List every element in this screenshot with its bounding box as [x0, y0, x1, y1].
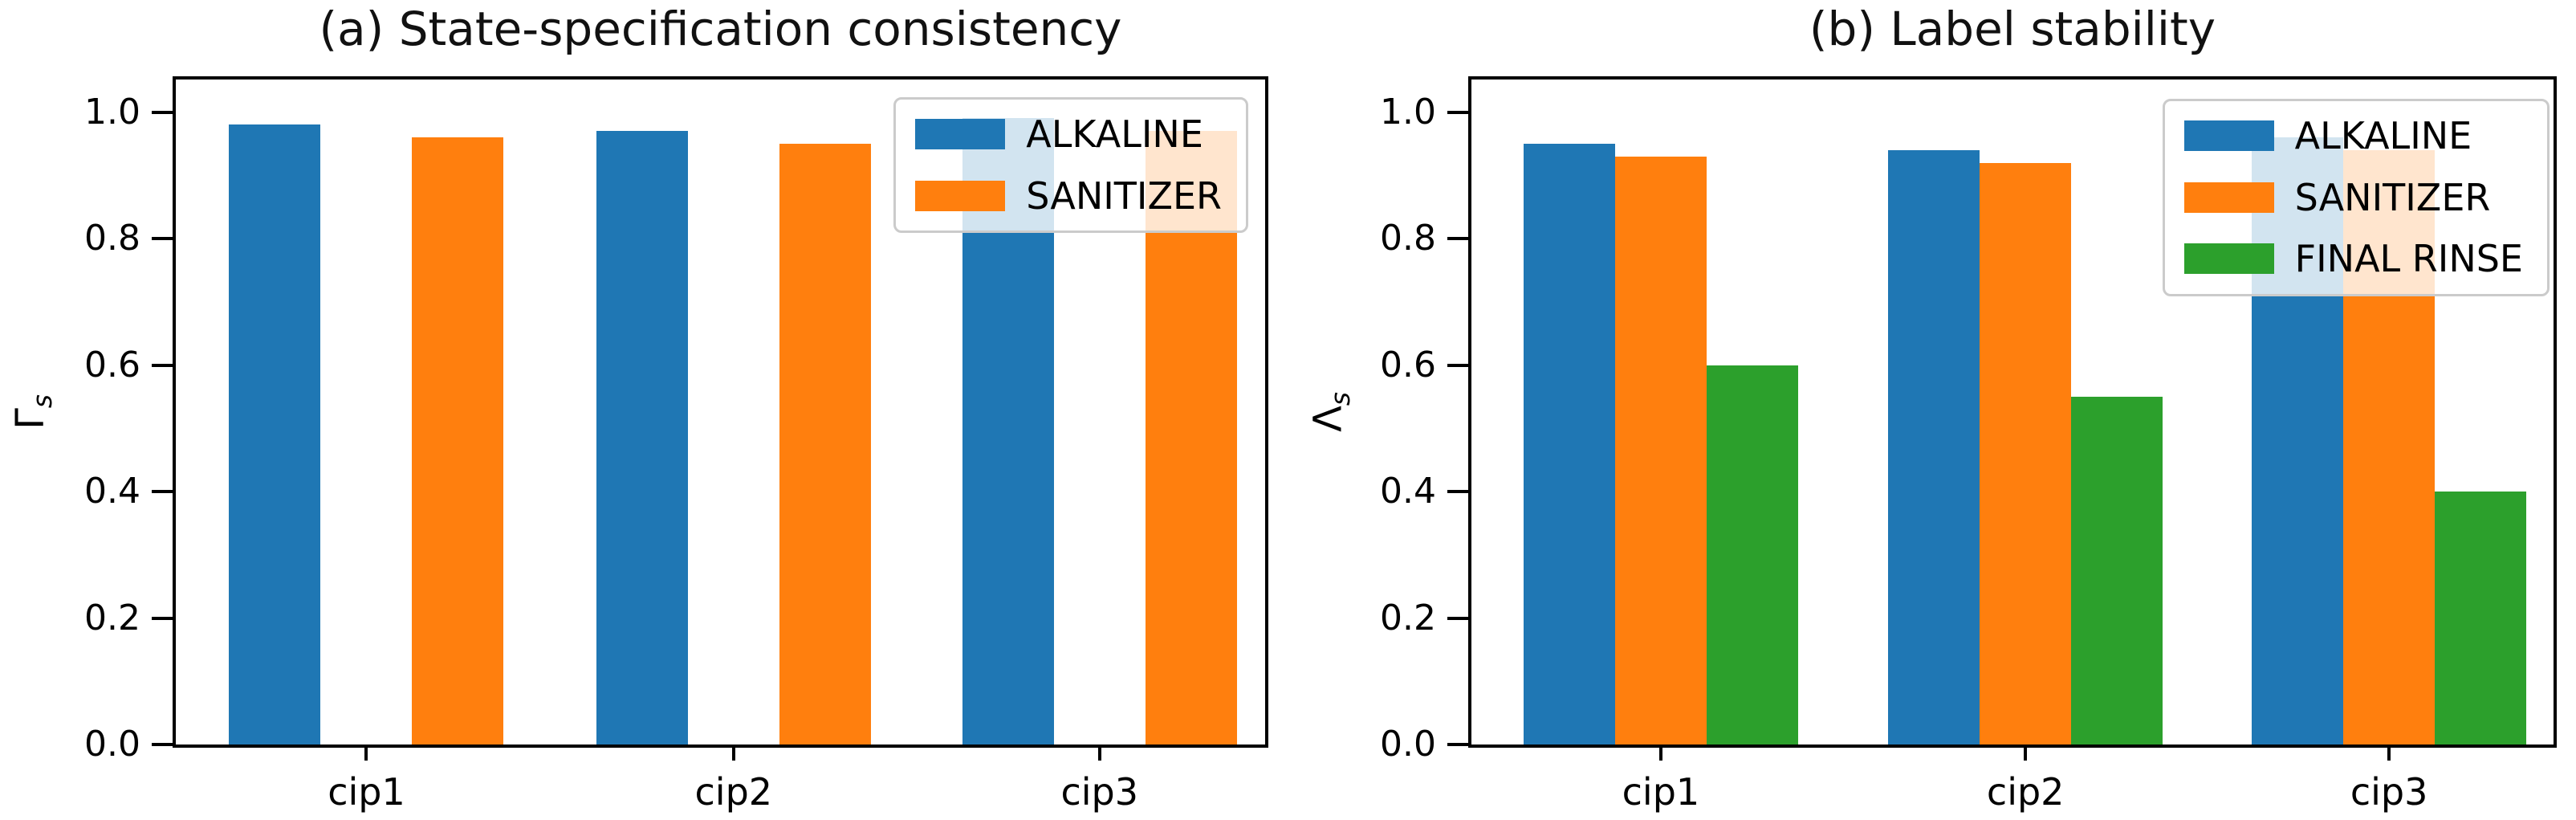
legend-swatch-alkaline	[915, 119, 1006, 150]
y-axis-label-symbol: Γ	[7, 408, 53, 430]
y-tick	[1447, 490, 1468, 494]
legend: ALKALINE SANITIZER FINAL RINSE	[2162, 99, 2550, 296]
y-tick-label: 0.2	[1380, 597, 1436, 638]
bar-alkaline-cip1	[1523, 143, 1615, 745]
x-tick-label: cip1	[328, 770, 405, 814]
chart-b-label-stability: (b) Label stability Λs 0.0 0.2 0.4 0.6 0.8 1.…	[1306, 2, 2557, 810]
x-tick-label: cip1	[1622, 770, 1700, 814]
x-tick	[364, 745, 368, 761]
x-tick	[2387, 745, 2391, 761]
legend-entry: SANITIZER	[915, 173, 1222, 218]
bar-sanitizer-cip2	[779, 143, 871, 745]
y-tick-label: 0.8	[84, 218, 140, 259]
y-axis-label-subscript: s	[27, 394, 59, 409]
legend: ALKALINE SANITIZER	[893, 97, 1248, 234]
legend-entry: FINAL RINSE	[2183, 237, 2523, 281]
y-tick-label: 0.0	[1380, 724, 1436, 765]
x-tick	[731, 745, 735, 761]
legend-swatch-final-rinse	[2183, 243, 2274, 275]
y-tick	[152, 110, 173, 114]
y-tick-label: 1.0	[1380, 91, 1436, 133]
legend-label: FINAL RINSE	[2294, 237, 2523, 281]
bar-final-rinse-cip1	[1706, 365, 1798, 745]
bar-sanitizer-cip1	[412, 137, 504, 745]
legend-entry: ALKALINE	[2183, 114, 2523, 157]
y-tick	[152, 237, 173, 241]
legend-label: SANITIZER	[2294, 175, 2491, 219]
bar-sanitizer-cip2	[1980, 162, 2072, 745]
bar-alkaline-cip1	[229, 124, 321, 745]
y-axis-label-subscript: s	[1325, 392, 1357, 406]
y-tick	[1447, 110, 1468, 114]
legend-label: ALKALINE	[2294, 114, 2472, 157]
chart-title: (b) Label stability	[1809, 2, 2216, 56]
x-tick-label: cip3	[2350, 770, 2428, 814]
x-tick-label: cip2	[694, 770, 773, 814]
y-axis-label: Γs	[8, 394, 59, 430]
bar-alkaline-cip2	[596, 131, 688, 745]
y-tick	[1447, 616, 1468, 620]
axes: 0.0 0.2 0.4 0.6 0.8 1.0 cip1 cip2 cip3	[1380, 76, 2557, 810]
chart-title: (a) State-specification consistency	[319, 2, 1122, 56]
y-tick-label: 0.6	[1380, 344, 1436, 386]
x-tick-label: cip3	[1060, 770, 1139, 814]
y-tick	[152, 616, 173, 620]
legend-swatch-alkaline	[2183, 120, 2274, 152]
y-tick	[1447, 743, 1468, 746]
legend-entry: SANITIZER	[2183, 175, 2523, 219]
x-tick	[1658, 745, 1662, 761]
y-tick	[1447, 237, 1468, 241]
y-tick-label: 0.6	[84, 344, 140, 386]
y-tick	[152, 490, 173, 494]
bar-sanitizer-cip3	[1145, 131, 1237, 745]
y-tick-label: 1.0	[84, 91, 140, 133]
legend-entry: ALKALINE	[915, 114, 1222, 155]
y-tick-label: 0.4	[1380, 471, 1436, 512]
y-tick	[152, 363, 173, 367]
y-tick-label: 0.8	[1380, 218, 1436, 259]
y-axis-label: Λs	[1306, 392, 1357, 432]
bar-final-rinse-cip3	[2435, 492, 2527, 745]
y-tick	[1447, 363, 1468, 367]
y-tick-label: 0.0	[84, 724, 140, 765]
x-tick	[2024, 745, 2028, 761]
bar-alkaline-cip2	[1888, 149, 1980, 745]
legend-label: SANITIZER	[1026, 173, 1222, 218]
chart-a-state-specification-consistency: (a) State-specification consistency Γs 0…	[8, 2, 1268, 810]
y-tick-label: 0.4	[84, 471, 140, 512]
axes: 0.0 0.2 0.4 0.6 0.8 1.0 cip1 cip2 cip3	[84, 76, 1268, 810]
bar-final-rinse-cip2	[2071, 396, 2163, 745]
legend-swatch-sanitizer	[915, 180, 1006, 211]
legend-swatch-sanitizer	[2183, 182, 2274, 213]
y-axis-label-symbol: Λ	[1305, 406, 1351, 432]
x-tick-label: cip2	[1986, 770, 2065, 814]
y-tick-label: 0.2	[84, 597, 140, 638]
legend-label: ALKALINE	[1026, 112, 1203, 156]
x-tick	[1097, 745, 1101, 761]
y-tick	[152, 743, 173, 746]
bar-sanitizer-cip1	[1614, 156, 1707, 745]
